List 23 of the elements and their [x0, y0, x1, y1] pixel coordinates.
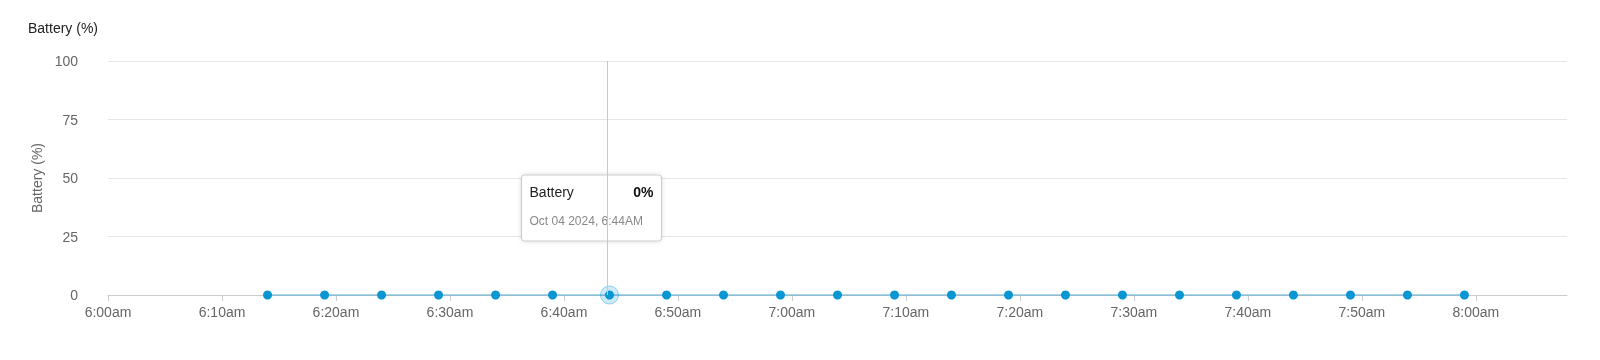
x-tick-label: 8:00am	[1452, 304, 1500, 320]
y-tick-label: 75	[62, 111, 79, 128]
x-tick-label: 6:40am	[540, 304, 588, 320]
x-tick-label: 6:30am	[426, 304, 474, 320]
x-tick-label: 7:00am	[768, 304, 816, 320]
x-tick-label: 7:10am	[882, 304, 930, 320]
y-axis-title: Battery (%)	[28, 142, 45, 214]
x-tick-label: 6:00am	[84, 304, 132, 320]
annotation: Oct 04 2024, 6:44AM	[529, 214, 643, 228]
x-tick-label: 7:30am	[1110, 304, 1158, 320]
y-tick-label: 100	[54, 53, 79, 69]
y-tick-label: 25	[62, 228, 79, 245]
x-tick-label: 7:40am	[1224, 304, 1272, 320]
x-tick-label: 7:20am	[996, 304, 1044, 320]
x-tick-label: 6:50am	[654, 304, 702, 320]
annotation: Battery	[529, 184, 574, 200]
y-tick-label: 50	[62, 170, 79, 186]
y-tick-label: 0	[70, 287, 79, 303]
x-tick-label: 6:20am	[312, 304, 360, 320]
x-tick-label: 7:50am	[1338, 304, 1386, 320]
annotation: 0%	[633, 184, 655, 200]
chart-title: Battery (%)	[28, 20, 99, 36]
x-tick-label: 6:10am	[198, 304, 246, 320]
